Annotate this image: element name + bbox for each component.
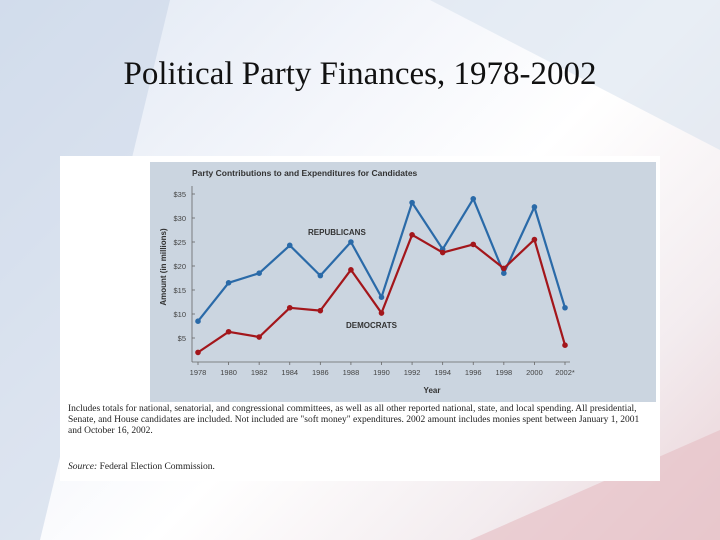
x-tick-label: 2000: [526, 368, 543, 377]
chart-title: Party Contributions to and Expenditures …: [192, 168, 418, 178]
data-point-democrats: [409, 232, 415, 238]
figure-caption: Includes totals for national, senatorial…: [68, 404, 640, 436]
data-point-democrats: [531, 236, 538, 243]
y-tick-label: $20: [173, 262, 186, 271]
x-tick-label: 1988: [343, 368, 360, 377]
y-tick-label: $15: [173, 286, 186, 295]
figure-panel: Party Contributions to and Expenditures …: [60, 156, 660, 481]
series-label-democrats: DEMOCRATS: [346, 321, 398, 330]
y-tick-label: $35: [173, 190, 186, 199]
data-point-republicans: [317, 272, 324, 279]
data-point-democrats: [195, 349, 201, 356]
data-point-democrats: [439, 249, 446, 256]
data-point-republicans: [195, 318, 201, 324]
y-tick-label: $10: [173, 310, 186, 319]
data-point-republicans: [409, 199, 415, 206]
y-tick-label: $5: [178, 334, 186, 343]
slide-title: Political Party Finances, 1978-2002: [123, 56, 597, 92]
data-point-democrats: [256, 334, 262, 340]
y-axis-label: Amount (in millions): [159, 228, 168, 306]
x-tick-label: 1978: [190, 368, 207, 377]
y-tick-label: $30: [173, 214, 186, 223]
data-point-democrats: [225, 328, 232, 335]
x-axis-label: Year: [424, 386, 441, 395]
data-point-republicans: [531, 204, 538, 210]
data-point-democrats: [286, 304, 293, 311]
data-point-democrats: [317, 307, 324, 314]
data-point-republicans: [225, 280, 232, 286]
x-tick-label: 1982: [251, 368, 268, 377]
x-tick-label: 1980: [220, 368, 237, 377]
x-tick-label: 1984: [281, 368, 298, 377]
x-tick-label: 1994: [434, 368, 451, 377]
series-line-republicans: [197, 197, 567, 322]
source-text: Federal Election Commission.: [99, 462, 215, 472]
data-point-republicans: [256, 270, 262, 276]
data-point-democrats: [562, 342, 568, 348]
data-point-republicans: [501, 270, 507, 276]
data-point-democrats: [378, 310, 385, 316]
data-point-republicans: [378, 294, 385, 300]
data-point-democrats: [501, 265, 507, 272]
x-tick-label: 1986: [312, 368, 329, 377]
figure-source: Source: Federal Election Commission.: [68, 462, 654, 472]
x-tick-label: 2002*: [555, 368, 575, 377]
data-point-republicans: [562, 304, 568, 311]
data-point-democrats: [470, 241, 477, 248]
x-tick-label: 1990: [373, 368, 390, 377]
x-tick-label: 1998: [495, 368, 512, 377]
data-point-republicans: [286, 242, 293, 249]
data-point-democrats: [348, 267, 354, 273]
y-tick-label: $25: [173, 238, 186, 247]
source-label: Source:: [68, 462, 98, 472]
series-label-republicans: REPUBLICANS: [308, 228, 366, 237]
series-line-democrats: [197, 233, 567, 354]
x-tick-label: 1992: [404, 368, 421, 377]
data-point-republicans: [470, 196, 477, 202]
line-chart: Party Contributions to and Expenditures …: [159, 168, 575, 395]
data-point-republicans: [348, 239, 354, 245]
x-tick-label: 1996: [465, 368, 482, 377]
